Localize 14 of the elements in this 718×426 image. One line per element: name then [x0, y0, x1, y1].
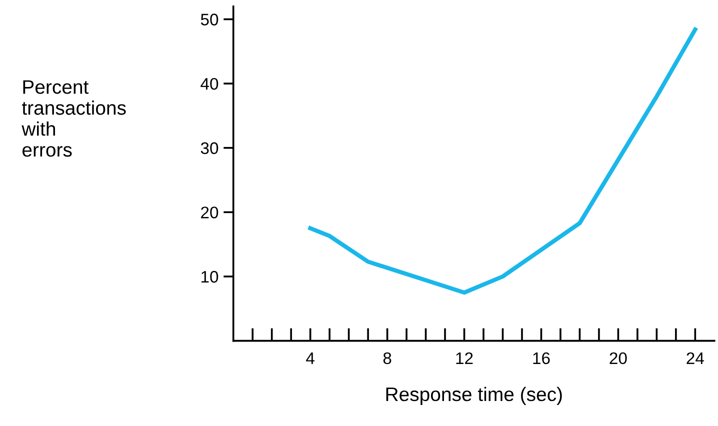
y-tick-label: 30: [200, 142, 218, 154]
y-tick-label: 20: [201, 206, 218, 218]
y-tick-label: 50: [200, 14, 218, 26]
x-tick-label: 4: [306, 352, 314, 364]
line-series: [308, 27, 698, 295]
y-tick-label: 40: [200, 78, 218, 90]
x-axis-title: Response time (sec): [386, 386, 562, 406]
y-tick-label: 10: [202, 270, 218, 283]
x-tick-label: 20: [610, 352, 627, 364]
x-tick-label: 8: [383, 352, 392, 364]
x-tick-label: 12: [456, 352, 473, 364]
x-tick-label: 24: [686, 352, 704, 364]
y-axis-title: Percent transactions with errors: [22, 80, 126, 157]
x-tick-label: 16: [533, 352, 550, 364]
